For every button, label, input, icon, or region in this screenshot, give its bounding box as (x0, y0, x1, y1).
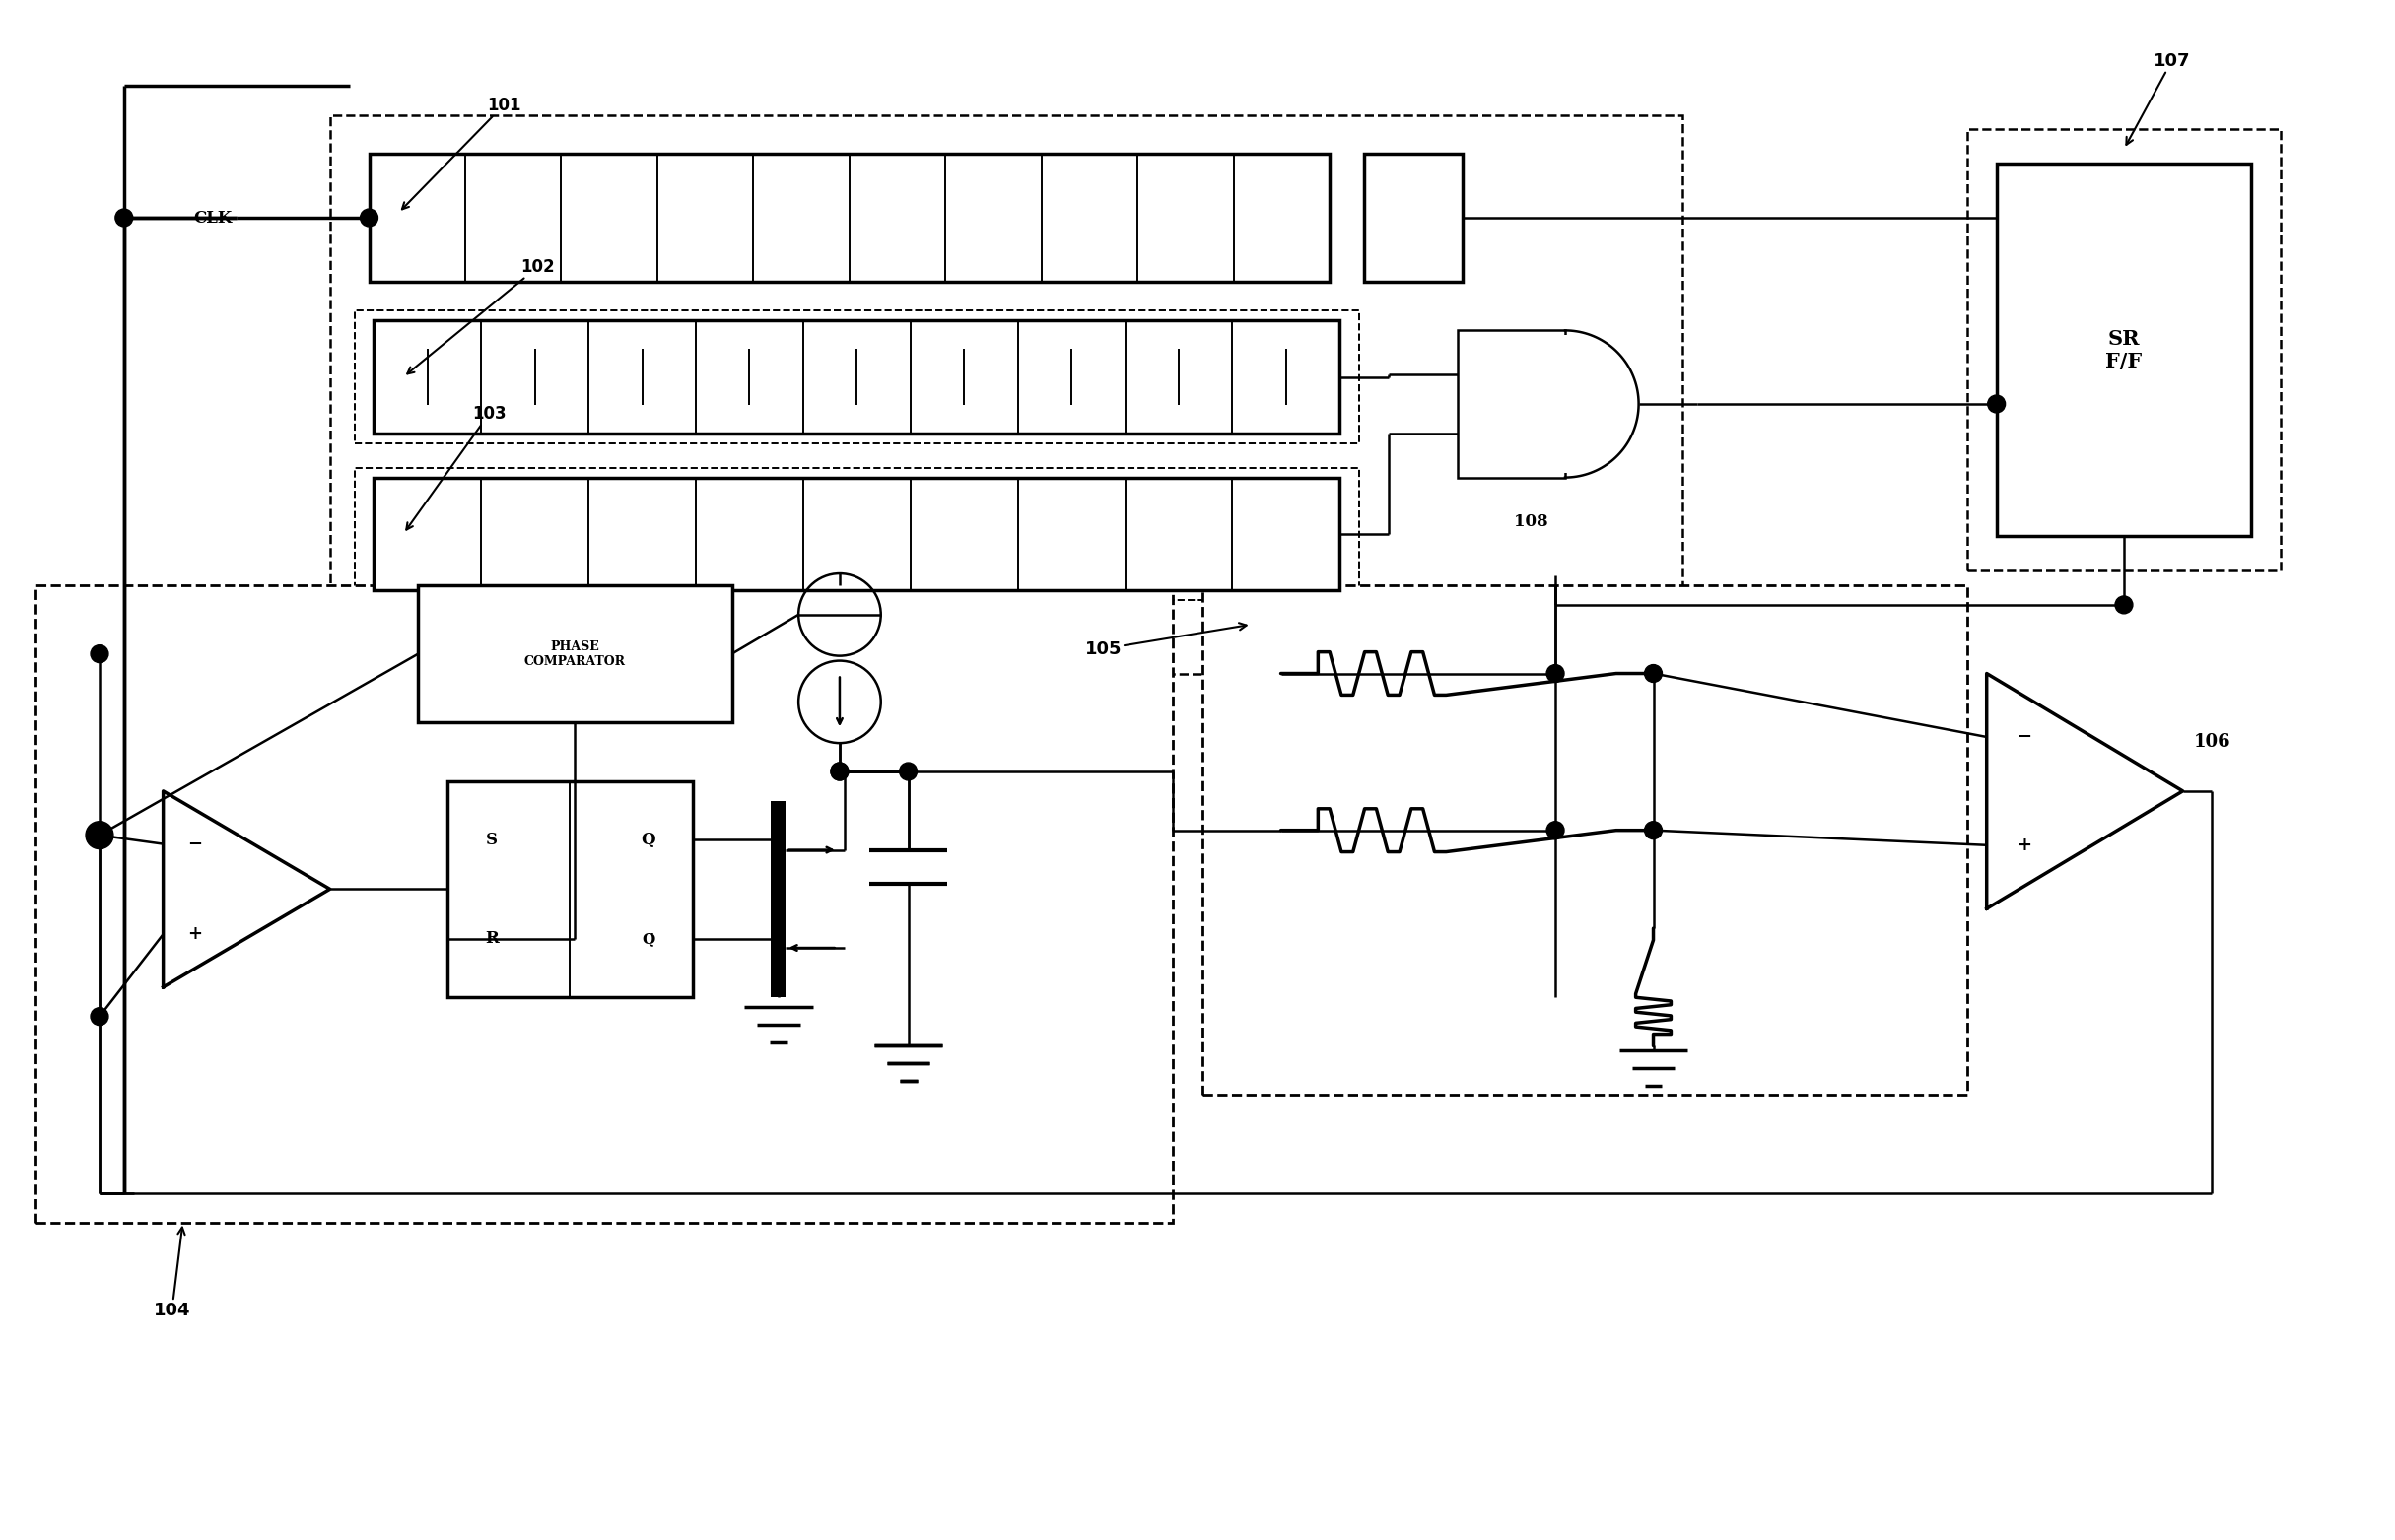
Text: 104: 104 (153, 1227, 189, 1320)
Circle shape (831, 762, 848, 781)
Circle shape (831, 762, 848, 781)
Text: +: + (187, 926, 201, 942)
Text: 108: 108 (1514, 513, 1547, 530)
Circle shape (1547, 821, 1564, 839)
Circle shape (1645, 821, 1662, 839)
Bar (1365, 154, 1463, 282)
Bar (419, 585, 733, 722)
Polygon shape (163, 792, 331, 987)
Text: R: R (484, 930, 498, 947)
Text: CLK: CLK (194, 209, 232, 226)
Bar (374, 477, 1339, 590)
Text: Q̄: Q̄ (642, 932, 656, 946)
Circle shape (86, 821, 113, 849)
Circle shape (91, 1007, 108, 1026)
Bar (331, 116, 1684, 673)
Text: −: − (187, 835, 201, 853)
Bar (1202, 585, 1966, 1095)
Circle shape (91, 645, 108, 662)
Circle shape (1988, 396, 2005, 413)
Circle shape (115, 209, 132, 226)
Text: 106: 106 (2194, 733, 2230, 752)
Text: 105: 105 (1085, 624, 1245, 658)
Text: 102: 102 (407, 257, 556, 374)
Bar (369, 154, 1329, 282)
Bar (354, 468, 1360, 601)
Polygon shape (1988, 673, 2182, 909)
Text: 101: 101 (402, 95, 520, 209)
Text: 103: 103 (407, 405, 505, 530)
Bar (1966, 129, 2280, 570)
Circle shape (1645, 665, 1662, 682)
Circle shape (901, 762, 917, 781)
Bar (1559, 336, 1571, 473)
Bar (1456, 331, 1564, 477)
Bar (1997, 163, 2251, 536)
Bar (354, 311, 1360, 444)
Bar (448, 781, 692, 996)
Text: +: + (2017, 836, 2031, 855)
Text: S: S (486, 832, 498, 849)
Circle shape (1547, 665, 1564, 682)
Text: PHASE
COMPARATOR: PHASE COMPARATOR (525, 641, 625, 668)
Circle shape (2115, 596, 2132, 613)
Text: SR
F/F: SR F/F (2105, 328, 2141, 371)
Text: 107: 107 (2127, 52, 2191, 145)
Text: −: − (2017, 728, 2031, 745)
Text: Q: Q (642, 832, 656, 849)
Bar (374, 320, 1339, 433)
Bar (771, 801, 786, 996)
Bar (36, 585, 1174, 1223)
Circle shape (359, 209, 378, 226)
